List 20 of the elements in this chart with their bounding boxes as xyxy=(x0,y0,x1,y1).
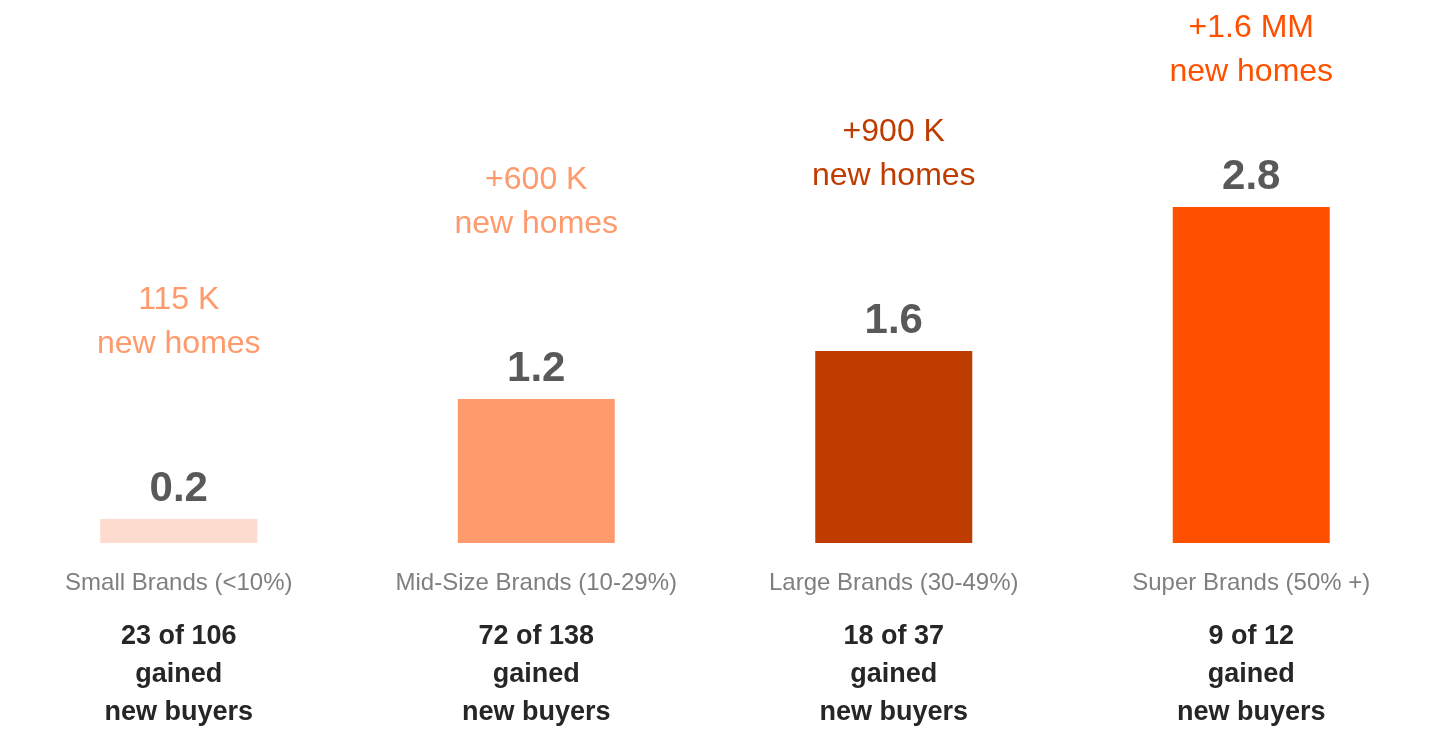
data-label: 0.2 xyxy=(149,462,208,510)
data-label: 1.2 xyxy=(507,342,566,390)
data-label: 1.6 xyxy=(864,294,923,342)
data-label: 2.8 xyxy=(1222,150,1281,198)
x-tick-label: Large Brands (30-49%) xyxy=(769,567,1019,595)
bar xyxy=(100,519,258,543)
text: +1.6 MM new homes xyxy=(1169,8,1334,88)
text: 72 of 138 gained new buyers xyxy=(461,620,611,726)
x-tick-label: Super Brands (50% +) xyxy=(1132,567,1371,595)
text: 9 of 12 gained new buyers xyxy=(1176,620,1326,726)
annotation: 115 K new homes xyxy=(96,280,261,360)
text: 18 of 37 gained new buyers xyxy=(819,620,969,726)
text: 23 of 106 gained new buyers xyxy=(104,620,254,726)
text: +900 K new homes xyxy=(811,112,976,192)
bar xyxy=(1172,207,1330,543)
x-tick-label: Small Brands (<10%) xyxy=(65,567,293,595)
bar xyxy=(457,399,615,543)
bar xyxy=(815,351,973,543)
annotation: +600 K new homes xyxy=(454,160,619,240)
x-tick-label: Mid-Size Brands (10-29%) xyxy=(395,567,677,595)
